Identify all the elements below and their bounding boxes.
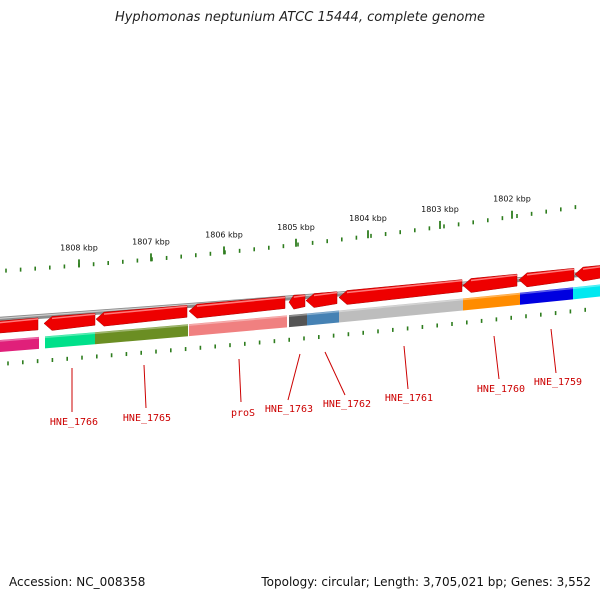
edge-gene-strip-left (0, 336, 39, 352)
kbp-label: 1803 kbp (421, 205, 459, 214)
arrow-highlight (293, 294, 306, 298)
gene-strip (289, 313, 307, 328)
arrow-highlight (313, 291, 338, 297)
gene-label: HNE_1762 (323, 399, 371, 410)
forward-gene-arrow (95, 305, 188, 327)
lower-tick-row (7, 307, 587, 366)
gene-strip (463, 292, 520, 311)
strip-highlight (188, 315, 288, 326)
gene-strip (339, 298, 463, 323)
gene-strip (95, 324, 188, 345)
arrow-highlight (582, 266, 600, 270)
strip-highlight (462, 293, 521, 301)
strip-highlight (94, 324, 189, 334)
gene-label: HNE_1765 (123, 413, 171, 424)
kbp-label: 1802 kbp (493, 195, 531, 204)
gene-label: HNE_1766 (50, 417, 98, 428)
map-title: Hyphomonas neptunium ATCC 15444, complet… (114, 10, 486, 25)
leader-line (238, 358, 242, 403)
arrow-highlight (526, 268, 575, 276)
kbp-label: 1805 kbp (277, 223, 315, 232)
gene-label: HNE_1763 (265, 404, 313, 415)
gene-leader-lines (71, 328, 557, 412)
forward-gene-arrow (188, 296, 286, 319)
kbp-label-group: 1808 kbp 1807 kbp 1806 kbp 1805 kbp 1804 kbp… (60, 195, 531, 253)
kbp-label: 1804 kbp (349, 214, 387, 223)
kbp-label: 1807 kbp (132, 237, 170, 246)
forward-gene-arrow (462, 273, 518, 293)
leader-line (287, 353, 301, 401)
strip-highlight (288, 313, 308, 317)
gene-label: proS (231, 408, 255, 419)
gene-strip (520, 287, 573, 305)
edge-gene-strip-right (573, 284, 600, 300)
arrow-highlight (51, 313, 96, 320)
forward-gene-arrow (305, 291, 338, 308)
gene-strip (307, 310, 339, 326)
gene-strip (189, 315, 287, 337)
upper-tick-row (5, 205, 577, 273)
gene-label-group: HNE_1766 HNE_1765 proS HNE_1763 HNE_1762 HNE_… (50, 377, 582, 428)
leader-line (493, 335, 500, 380)
gene-label: HNE_1761 (385, 393, 433, 404)
arrow-highlight (346, 279, 463, 294)
forward-gene-arrow (288, 294, 306, 310)
strip-highlight (0, 337, 40, 342)
strip-highlight (44, 332, 96, 339)
strip-highlight (306, 310, 340, 316)
forward-gene-arrow (338, 279, 463, 305)
gene-arrow-track[interactable] (0, 264, 600, 334)
kbp-label: 1808 kbp (60, 243, 98, 252)
gene-strip (45, 332, 95, 349)
leader-line (324, 351, 346, 396)
strip-highlight (338, 298, 464, 313)
leader-line (550, 328, 557, 374)
gene-color-track[interactable] (0, 283, 600, 352)
strip-highlight (519, 287, 574, 295)
strip-highlight (572, 284, 600, 290)
arrow-highlight (196, 296, 286, 307)
leader-line (143, 364, 147, 409)
gene-label: HNE_1759 (534, 377, 582, 388)
arrow-highlight (103, 305, 188, 315)
forward-gene-arrow (518, 267, 575, 288)
accession-text: Accession: NC_008358 (9, 575, 146, 589)
gene-label: HNE_1760 (477, 384, 525, 395)
topology-text: Topology: circular; Length: 3,705,021 bp… (261, 575, 591, 589)
kbp-label: 1806 kbp (205, 230, 243, 239)
arrow-highlight (470, 274, 518, 282)
leader-line (403, 345, 409, 390)
arrow-highlight (0, 318, 39, 324)
forward-gene-arrow (574, 265, 600, 282)
